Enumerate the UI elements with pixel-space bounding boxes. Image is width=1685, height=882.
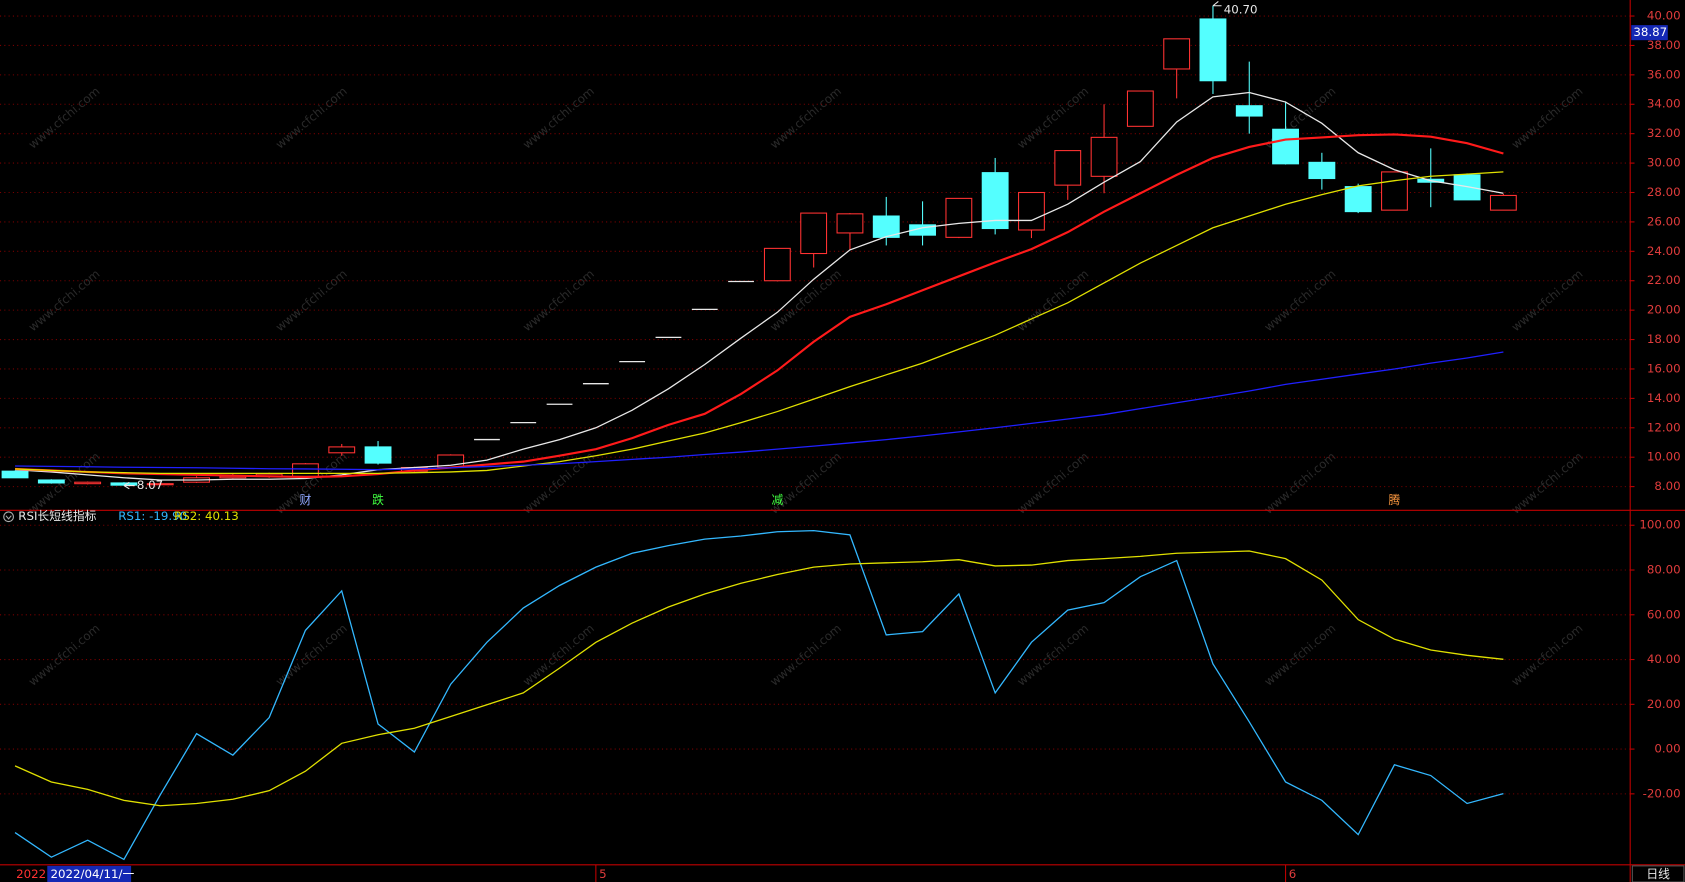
candle-body: [1, 470, 29, 479]
y-tick-label: 60.00: [1647, 607, 1681, 621]
rsi-line: [14, 550, 1504, 807]
candle-body: [800, 212, 828, 255]
y-tick-label: 32.00: [1647, 126, 1681, 140]
candle-body: [328, 446, 356, 454]
moving-average: [15, 171, 1504, 474]
x-tick-label: 6: [1289, 867, 1297, 881]
y-tick-label: 14.00: [1647, 391, 1681, 405]
candle-body: [146, 483, 174, 486]
high-arrow: [1212, 1, 1222, 7]
event-marker: 减: [771, 493, 783, 507]
period-label[interactable]: 日线: [1646, 867, 1670, 881]
low-label: 8.07: [137, 478, 163, 492]
indicator-icon-arrow: [5, 515, 12, 520]
y-tick-label: 0.00: [1654, 742, 1680, 756]
candle-body: [37, 479, 65, 484]
candle-body: [1489, 194, 1517, 211]
event-marker: 腾: [1389, 493, 1401, 507]
y-tick-label: 80.00: [1647, 563, 1681, 577]
candle-body: [1453, 174, 1481, 201]
y-tick-label: 16.00: [1647, 361, 1681, 375]
high-label: 40.70: [1224, 3, 1258, 17]
y-tick-label: 28.00: [1647, 185, 1681, 199]
y-tick-label: 36.00: [1647, 67, 1681, 81]
year-label: 2022: [16, 867, 46, 881]
y-tick-label: 24.00: [1647, 244, 1681, 258]
y-tick-label: 30.00: [1647, 156, 1681, 170]
rs2-label: RS2: 40.13: [174, 509, 239, 523]
indicator-title: RSI长短线指标: [18, 509, 96, 523]
y-tick-label: 34.00: [1647, 97, 1681, 111]
event-marker: 跌: [372, 493, 384, 507]
candle-body: [763, 247, 791, 282]
y-tick-label: 40.00: [1647, 9, 1681, 23]
y-tick-label: 38.00: [1647, 38, 1681, 52]
candle-body: [1090, 136, 1118, 177]
candle-body: [1163, 38, 1191, 70]
y-tick-label: 8.00: [1654, 479, 1680, 493]
y-tick-label: 20.00: [1647, 697, 1681, 711]
rsi-line: [14, 529, 1504, 861]
candle-body: [1235, 105, 1263, 117]
candle-body: [945, 197, 973, 238]
y-tick-label: -20.00: [1643, 786, 1681, 800]
candle-body: [1126, 90, 1154, 127]
candle-body: [1381, 171, 1408, 211]
candle-body: [292, 463, 319, 477]
moving-average: [15, 351, 1504, 471]
indicator-icon[interactable]: [3, 511, 14, 523]
period-tab[interactable]: [1631, 865, 1685, 882]
candle-body: [1199, 18, 1227, 82]
candle-body: [836, 213, 864, 234]
event-marker: 财: [300, 493, 312, 507]
candle-body: [1054, 150, 1082, 186]
candle-body: [1308, 161, 1336, 180]
candle-body: [110, 482, 138, 486]
rs1-label: RS1: -19.90: [118, 509, 187, 523]
y-tick-label: 26.00: [1647, 214, 1681, 228]
low-arrow: [123, 481, 135, 490]
x-tick-label: 5: [599, 867, 607, 881]
y-tick-label: 100.00: [1639, 518, 1680, 532]
y-tick-label: 40.00: [1647, 652, 1681, 666]
candle-body: [1344, 186, 1372, 213]
cursor-price-box: [1631, 25, 1668, 41]
y-tick-label: 20.00: [1647, 303, 1681, 317]
moving-average: [15, 133, 1504, 479]
candle-body: [364, 446, 392, 464]
candle-body: [1018, 191, 1045, 231]
moving-average: [15, 91, 1504, 481]
candle-body: [74, 481, 102, 485]
y-tick-label: 22.00: [1647, 273, 1681, 287]
x-tick-label: 2022/04/11/一: [51, 867, 135, 881]
y-tick-label: 12.00: [1647, 420, 1681, 434]
y-tick-label: 18.00: [1647, 332, 1681, 346]
y-tick-label: 10.00: [1647, 450, 1681, 464]
candle-body: [909, 224, 936, 236]
candle-body: [872, 215, 900, 238]
cursor-date-box: [47, 865, 132, 882]
candle-body: [981, 172, 1009, 230]
candle-body: [1272, 128, 1299, 165]
cursor-price-label: 38.87: [1633, 25, 1667, 39]
